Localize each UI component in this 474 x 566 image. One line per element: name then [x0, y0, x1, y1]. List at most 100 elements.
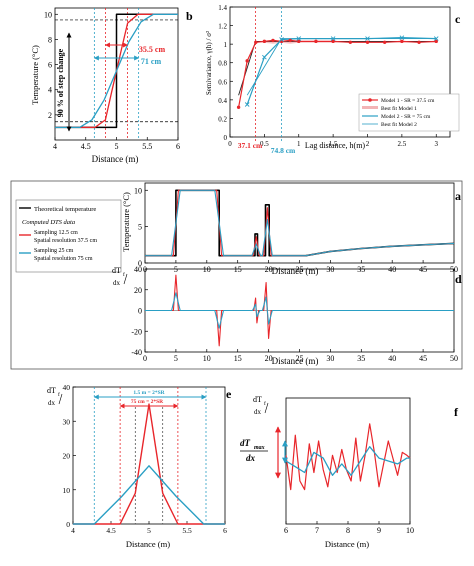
f-plot-xtick-label-4: 10: [406, 526, 414, 535]
e-plot-series-0: [73, 403, 225, 525]
d-plot-ytick-label-3: 20: [134, 286, 142, 295]
blue-width-label: 71 cm: [141, 57, 162, 66]
d-plot-xtick-label-4: 20: [265, 354, 273, 363]
a-plot-xtick-label-4: 20: [265, 265, 273, 274]
c-plot-ytick-label-5: 1: [224, 41, 228, 49]
a-plot-ytick-label-2: 10: [134, 186, 142, 195]
b-plot-ytick-label-1: 4: [48, 86, 52, 95]
panel-e-xlabel: Distance (m): [126, 539, 170, 549]
panel-letter-c: c: [455, 12, 461, 26]
legend-c-entry-2: Best fit Model 1: [381, 105, 417, 112]
c-plot-m1-point-12: [382, 40, 387, 44]
blue-lag-label: 74.8 cm: [271, 146, 296, 155]
step-change-label: 90 % of step change: [56, 48, 65, 117]
f-plot-xtick-label-3: 9: [377, 526, 381, 535]
d-plot-ytick-label-0: -40: [131, 348, 142, 357]
e-plot-ytick-label-1: 10: [63, 486, 71, 495]
c-plot-m2-point-3: [296, 36, 302, 41]
b-plot-xtick-label-2: 5: [115, 142, 119, 151]
red-lag-label: 37.1 cm: [238, 141, 263, 150]
panel-letter-f: f: [454, 405, 459, 419]
c-plot-xtick-label-5: 2.5: [398, 140, 407, 148]
c-plot-m1-point-2: [254, 40, 258, 44]
a-plot-xtick-label-7: 35: [357, 265, 365, 274]
c-plot-ytick-label-6: 1.2: [218, 23, 227, 31]
a-plot-xtick-label-1: 5: [174, 265, 178, 274]
panel-e-ylabel-dt: dT: [47, 386, 56, 395]
panel-letter-d: d: [455, 272, 462, 286]
legend-a: Theoretical temperature Computed DTS dat…: [15, 199, 122, 273]
panel-e-ylabel-dx: dx: [48, 399, 56, 407]
legend-c-entry-4: Best fit Model 2: [381, 121, 417, 128]
c-plot-m2-point-4: [330, 36, 336, 41]
d-plot-ytick-label-1: -20: [131, 327, 142, 336]
c-plot-series-0: [238, 39, 437, 108]
panel-d-ylabel-dt: dT: [112, 266, 121, 275]
c-plot-m1-point-7: [297, 39, 301, 44]
a-plot-ytick-label-0: 0: [138, 259, 142, 268]
legend-a-heading: Computed DTS data: [22, 219, 75, 226]
c-plot-m1-point-10: [348, 40, 353, 44]
a-plot-xtick-label-6: 30: [326, 265, 334, 274]
c-plot-xtick-label-1: 0.5: [260, 140, 269, 148]
c-plot-m1-point-0: [236, 105, 241, 109]
panel-d-ylabel-f: f: [123, 271, 125, 278]
c-plot-m2-point-1: [262, 54, 267, 60]
e-plot-xtick-label-4: 6: [223, 526, 227, 535]
e-plot-series-1: [73, 465, 225, 525]
panel-e-ylabel-f: f: [58, 391, 60, 398]
c-plot-m1-point-11: [365, 40, 370, 44]
b-plot-ytick-label-4: 10: [44, 10, 52, 19]
panel-f-gradient-noise: 6 7 8 9 10 Distance (m) dT f dx dT max dx: [240, 395, 414, 549]
panel-d-ylabel-slash: [123, 273, 128, 285]
panel-f-ylabel-f: f: [264, 400, 266, 407]
c-plot-axes-box: [229, 6, 451, 138]
c-plot-xtick-label-4: 2: [366, 140, 370, 148]
d-plot-xtick-label-8: 40: [388, 354, 396, 363]
c-plot-ytick-label-3: 0.6: [218, 78, 227, 86]
b-plot-series-2: [55, 13, 178, 129]
d-plot-xtick-label-0: 0: [143, 354, 147, 363]
c-plot-m2-point-2: [279, 37, 284, 42]
e-plot-xtick-label-1: 4.5: [106, 526, 116, 535]
c-plot-m1-point-9: [331, 39, 335, 44]
panel-b-temperature-step: 4 4.5 5 5.5 6 2 4 6 8 10 Distance (m) Temperature…: [30, 7, 180, 164]
d-plot-ytick-label-4: 40: [134, 265, 142, 274]
panel-b-ylabel: Temperature (°C): [30, 45, 40, 105]
e-plot-ytick-label-3: 30: [63, 417, 71, 426]
b-plot-xtick-label-3: 5.5: [142, 142, 152, 151]
d-plot-xtick-label-9: 45: [419, 354, 427, 363]
panel-d-xlabel: Distance (m): [272, 356, 319, 366]
legend-a-red-line1: Sampling 12.5 cm: [34, 230, 78, 236]
legend-c-entry-3: Model 2 - SR = 75 cm: [381, 114, 431, 120]
c-plot-xtick-label-3: 1.5: [329, 140, 338, 148]
f-plot-series-1: [285, 446, 410, 476]
d-plot-xtick-label-7: 35: [357, 354, 365, 363]
d-plot-xtick-label-10: 50: [450, 354, 458, 363]
c-plot-ytick-label-2: 0.4: [218, 97, 227, 105]
c-plot-m1-point-14: [417, 40, 421, 44]
legend-a-theoretical: Theoretical temperature: [34, 206, 96, 213]
legend-a-blue-line2: Spatial resolution 75 cm: [34, 256, 93, 262]
panel-f-ylabel-dt: dT: [253, 395, 262, 404]
panel-c-ylabel: Semivariance, γ(h) / σ²: [205, 31, 213, 95]
panel-f-xlabel: Distance (m): [325, 539, 369, 549]
f-plot-xtick-label-1: 7: [315, 526, 319, 535]
b-plot-ytick-label-2: 6: [48, 61, 52, 70]
a-plot-axes-box: [144, 182, 455, 264]
big-label-num: dT: [240, 438, 251, 448]
panel-d-gradient-profile: 0 5 10 15 20 25 30 35 40 45 50 -40 -20 0 20 40 Distance…: [112, 265, 458, 366]
a-plot-xtick-label-3: 15: [234, 265, 242, 274]
a-plot-ytick-label-1: 5: [138, 223, 142, 232]
panel-c-xlabel: Lag distance, h(m): [305, 141, 366, 150]
c-plot-m2-point-6: [399, 35, 405, 40]
c-plot-ytick-label-7: 1.4: [218, 4, 227, 12]
c-plot-xtick-label-0: 0: [228, 140, 232, 148]
c-plot-m2-point-7: [433, 36, 439, 41]
b-plot-ytick-label-3: 8: [48, 35, 52, 44]
f-plot-xtick-label-2: 8: [346, 526, 350, 535]
panel-d-ylabel-dx: dx: [113, 279, 121, 287]
e-plot-xtick-label-3: 5.5: [182, 526, 192, 535]
